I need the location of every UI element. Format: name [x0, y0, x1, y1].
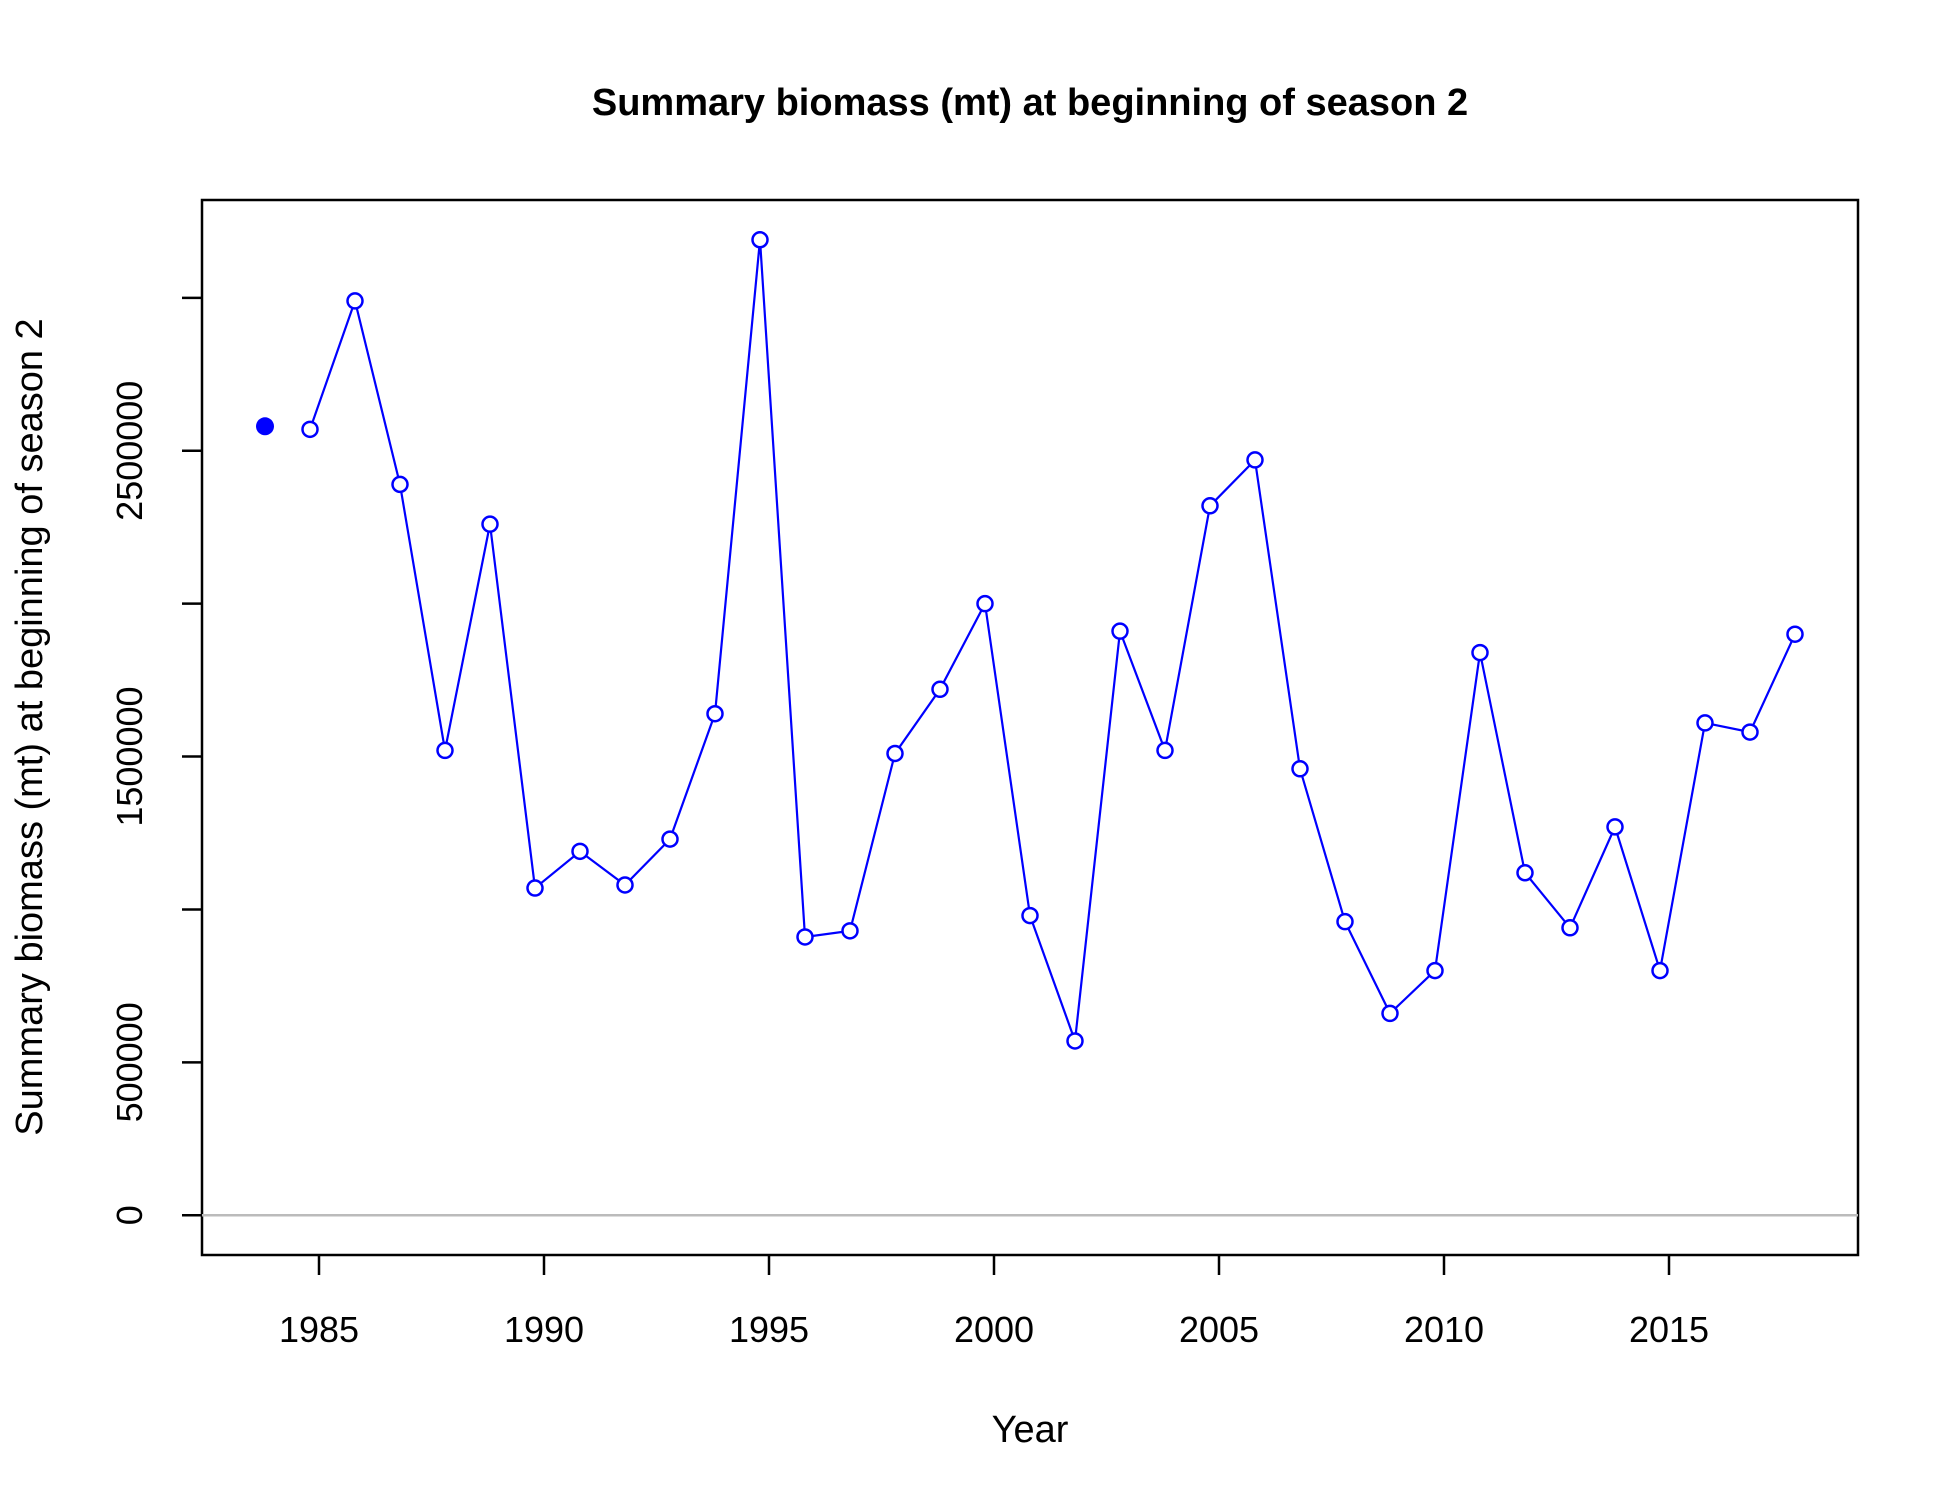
- x-tick-label: 2010: [1404, 1309, 1484, 1350]
- y-axis-label: Summary biomass (mt) at beginning of sea…: [9, 318, 51, 1135]
- x-axis-label: Year: [992, 1409, 1069, 1451]
- y-tick-label: 2500000: [109, 381, 150, 521]
- data-point: [1606, 818, 1624, 836]
- x-tick-label: 2000: [954, 1309, 1034, 1350]
- data-point: [1066, 1032, 1084, 1050]
- plot-frame: [200, 198, 1860, 1257]
- data-point: [526, 879, 544, 897]
- data-point: [301, 420, 319, 439]
- data-point: [436, 741, 454, 760]
- data-point: [1336, 912, 1354, 931]
- series-group: [256, 231, 1804, 1050]
- virgin-biomass-point: [256, 417, 274, 436]
- x-tick-label: 1990: [504, 1309, 584, 1350]
- chart-title: Summary biomass (mt) at beginning of sea…: [592, 82, 1468, 124]
- data-point: [1471, 643, 1489, 662]
- x-axis: 1985 1990 1995 2000 2005 2010 2015: [279, 1255, 1709, 1350]
- data-point: [1156, 741, 1174, 760]
- data-point: [796, 928, 814, 946]
- data-point: [1381, 1004, 1399, 1023]
- data-point: [1651, 961, 1669, 980]
- data-point: [886, 744, 904, 763]
- x-tick-label: 2005: [1179, 1309, 1259, 1350]
- data-point: [1111, 622, 1129, 640]
- data-point: [661, 830, 679, 848]
- data-point: [976, 594, 994, 613]
- data-point: [1786, 625, 1804, 643]
- data-point: [1021, 906, 1039, 925]
- data-point: [751, 231, 769, 249]
- data-point: [1291, 760, 1309, 778]
- series-line: [308, 239, 1796, 1042]
- data-point: [931, 680, 949, 699]
- x-tick-label: 2015: [1629, 1309, 1709, 1350]
- y-axis: 0 500000 1500000 2500000: [109, 296, 202, 1225]
- data-point: [1516, 864, 1534, 882]
- data-point: [391, 475, 409, 494]
- data-point: [1696, 714, 1714, 732]
- data-point: [1246, 451, 1264, 469]
- data-point: [481, 515, 499, 533]
- data-point: [1426, 961, 1444, 980]
- y-tick-label: 500000: [109, 1002, 150, 1122]
- data-point: [616, 876, 634, 894]
- data-point: [841, 922, 859, 940]
- data-point: [1561, 919, 1579, 937]
- x-tick-label: 1985: [279, 1309, 359, 1350]
- data-point: [346, 292, 364, 310]
- data-point: [706, 704, 724, 723]
- data-point: [1201, 497, 1219, 515]
- data-point: [1741, 723, 1759, 741]
- y-tick-label: 0: [109, 1205, 150, 1225]
- x-tick-label: 1995: [729, 1309, 809, 1350]
- y-tick-label: 1500000: [109, 686, 150, 826]
- data-point: [571, 842, 589, 861]
